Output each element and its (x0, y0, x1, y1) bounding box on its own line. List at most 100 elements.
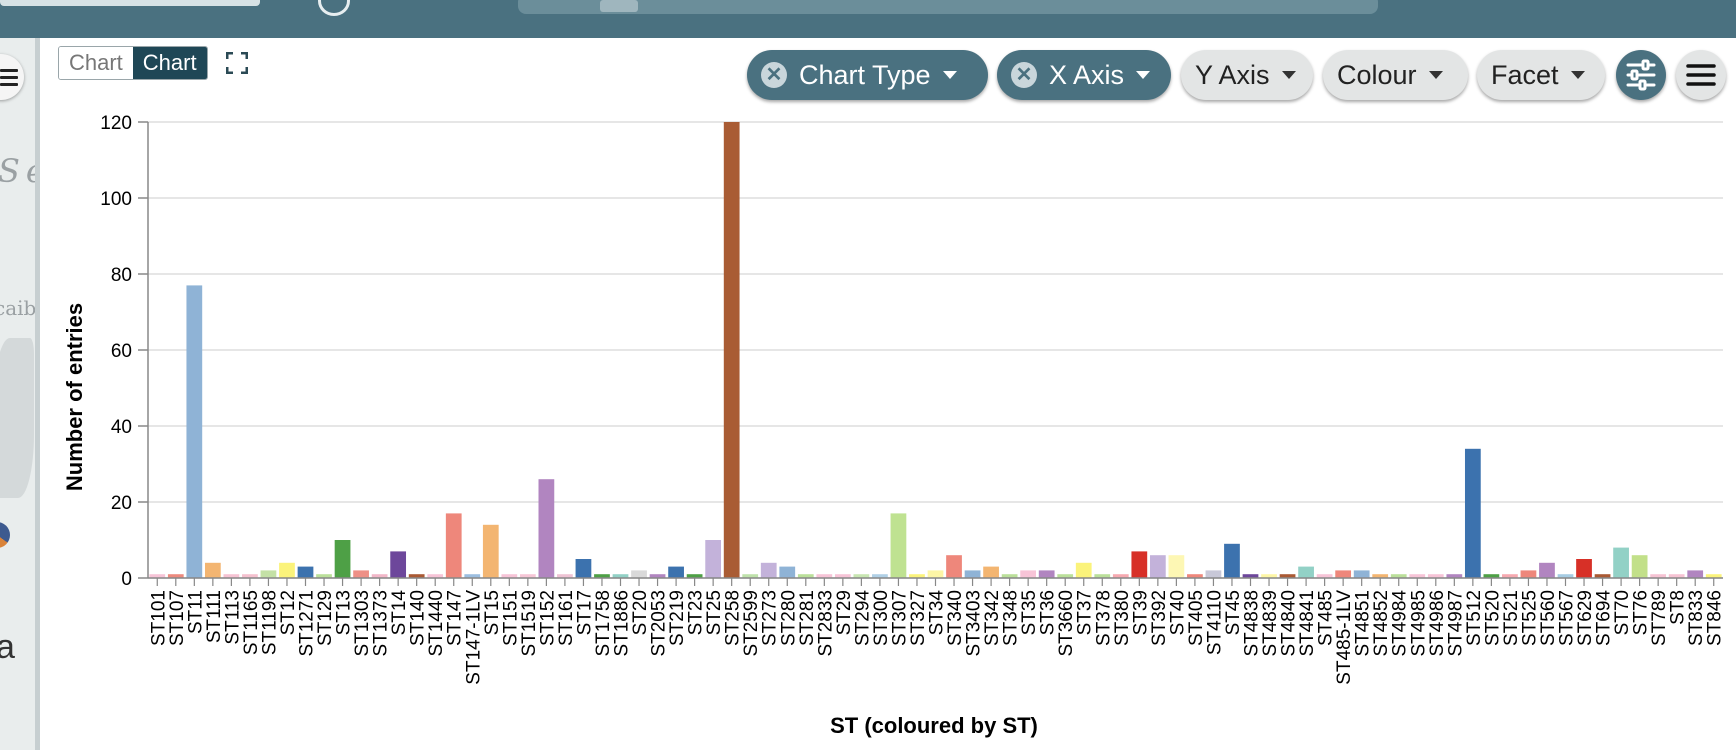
bar[interactable] (1001, 574, 1018, 578)
bar[interactable] (1390, 574, 1407, 578)
bar[interactable] (1427, 574, 1444, 578)
bar[interactable] (1409, 574, 1426, 578)
bar[interactable] (371, 574, 388, 578)
bar[interactable] (649, 574, 666, 578)
bar[interactable] (464, 574, 481, 578)
bar[interactable] (742, 574, 759, 578)
bar[interactable] (1205, 570, 1222, 578)
bar[interactable] (983, 566, 999, 578)
bar[interactable] (612, 574, 629, 578)
bar[interactable] (1298, 566, 1314, 578)
bar[interactable] (1168, 555, 1185, 578)
bar[interactable] (668, 566, 684, 578)
bar[interactable] (223, 574, 240, 578)
bar[interactable] (297, 566, 314, 578)
bar[interactable] (1224, 543, 1240, 578)
bar[interactable] (631, 570, 647, 578)
view-toggle-option-off[interactable]: Chart (59, 47, 133, 79)
bar[interactable] (1149, 555, 1166, 578)
bar[interactable] (1539, 562, 1555, 578)
bar[interactable] (1075, 562, 1092, 578)
bar[interactable] (834, 574, 851, 578)
bar[interactable] (1631, 555, 1648, 578)
bar[interactable] (909, 574, 925, 578)
bar[interactable] (1483, 574, 1500, 578)
x-axis-pill[interactable]: ✕ X Axis (997, 50, 1171, 100)
bar[interactable] (1446, 574, 1463, 578)
expand-icon[interactable] (226, 52, 248, 74)
search-bar[interactable] (518, 0, 1378, 14)
chart-settings-button[interactable] (1616, 50, 1666, 100)
bar[interactable] (890, 513, 907, 578)
bar[interactable] (1279, 574, 1296, 578)
bar[interactable] (1335, 570, 1352, 578)
bar[interactable] (1687, 570, 1704, 578)
bar[interactable] (538, 479, 555, 578)
bar[interactable] (594, 574, 610, 578)
bar[interactable] (705, 540, 722, 578)
bar[interactable] (557, 574, 573, 578)
bar[interactable] (1261, 574, 1277, 578)
facet-pill[interactable]: Facet (1477, 50, 1605, 100)
bar[interactable] (353, 570, 369, 578)
bar[interactable] (723, 122, 740, 578)
bar[interactable] (445, 513, 462, 578)
bar[interactable] (964, 570, 981, 578)
bar[interactable] (1112, 574, 1129, 578)
panel-divider[interactable] (35, 38, 40, 750)
app-logo[interactable] (0, 0, 260, 6)
bar[interactable] (816, 574, 833, 578)
bar[interactable] (390, 551, 407, 578)
bar[interactable] (575, 559, 592, 578)
bar[interactable] (1353, 570, 1370, 578)
bar[interactable] (242, 574, 258, 578)
bar[interactable] (1038, 570, 1055, 578)
bar[interactable] (1705, 574, 1722, 578)
bar[interactable] (1020, 570, 1037, 578)
bar[interactable] (1187, 574, 1203, 578)
chart-menu-button[interactable] (1676, 50, 1726, 100)
bar[interactable] (1502, 574, 1518, 578)
bar[interactable] (686, 574, 703, 578)
bar[interactable] (167, 574, 184, 578)
bar[interactable] (427, 574, 444, 578)
view-toggle-option-on[interactable]: Chart (132, 47, 207, 79)
bar[interactable] (1668, 574, 1685, 578)
bar[interactable] (1131, 551, 1148, 578)
bar[interactable] (927, 570, 944, 578)
bar[interactable] (760, 562, 777, 578)
bar[interactable] (1057, 574, 1074, 578)
bar[interactable] (1372, 574, 1389, 578)
bar[interactable] (186, 285, 203, 578)
close-icon[interactable]: ✕ (1011, 62, 1037, 88)
bar[interactable] (779, 566, 796, 578)
bar[interactable] (1316, 574, 1333, 578)
bar[interactable] (204, 562, 221, 578)
bar[interactable] (1242, 574, 1259, 578)
bar[interactable] (853, 574, 870, 578)
bar[interactable] (316, 574, 332, 578)
y-axis-pill[interactable]: Y Axis (1181, 50, 1313, 100)
bar[interactable] (334, 540, 351, 578)
bar[interactable] (1557, 574, 1574, 578)
bar[interactable] (260, 570, 277, 578)
bar[interactable] (501, 574, 518, 578)
bar[interactable] (149, 574, 166, 578)
bar[interactable] (1613, 547, 1629, 578)
bar[interactable] (1094, 574, 1111, 578)
close-icon[interactable]: ✕ (761, 62, 787, 88)
bar[interactable] (1576, 559, 1592, 578)
bar[interactable] (482, 524, 499, 578)
bar[interactable] (1520, 570, 1537, 578)
colour-pill[interactable]: Colour (1323, 50, 1468, 100)
bar[interactable] (519, 574, 536, 578)
view-toggle[interactable]: Chart Chart (58, 46, 208, 80)
bar[interactable] (872, 574, 888, 578)
bar[interactable] (1594, 574, 1611, 578)
bar[interactable] (1464, 448, 1481, 578)
bar[interactable] (279, 562, 295, 578)
bar[interactable] (797, 574, 814, 578)
bar[interactable] (946, 555, 962, 578)
chart-type-pill[interactable]: ✕ Chart Type (747, 50, 988, 100)
pie-marker-icon[interactable] (0, 522, 10, 548)
